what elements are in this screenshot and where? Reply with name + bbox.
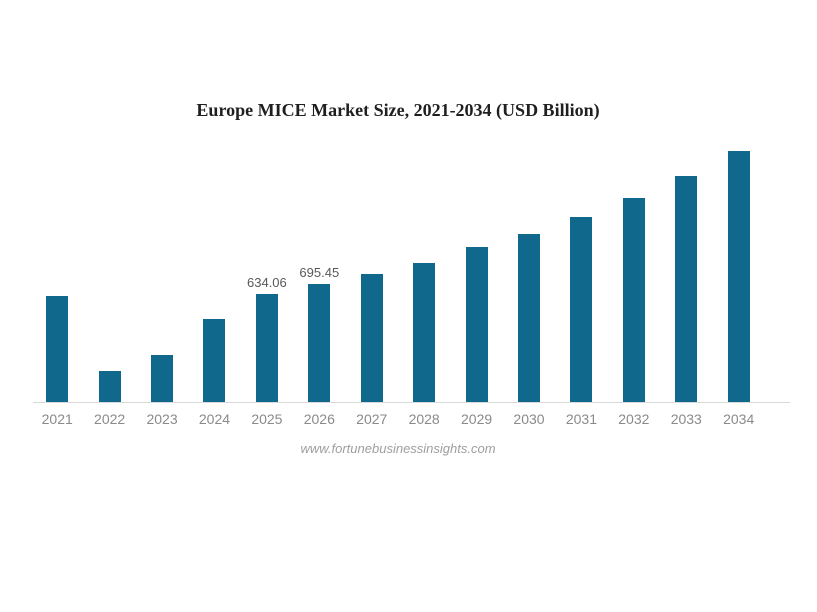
- data-label-2025: 634.06: [247, 275, 287, 291]
- bar-slot-2029: [450, 140, 502, 402]
- data-label-2026: 695.45: [299, 264, 340, 280]
- bar-2028: [413, 262, 436, 402]
- x-tick-2021: 2021: [41, 411, 73, 427]
- x-tick-2034: 2034: [723, 411, 755, 427]
- x-tick-2028: 2028: [408, 411, 440, 427]
- bar-slot-2022: [83, 140, 135, 402]
- x-tick-2022: 2022: [94, 411, 126, 427]
- bar-slot-2031: [555, 140, 607, 402]
- x-axis-line: [33, 402, 790, 403]
- bar-2024: [203, 318, 226, 402]
- x-tick-2026: 2026: [303, 411, 335, 427]
- bar-2030: [518, 233, 540, 402]
- chart-title: Europe MICE Market Size, 2021-2034 (USD …: [196, 100, 600, 120]
- bar-2034: [727, 151, 750, 402]
- bar-2023: [151, 355, 174, 402]
- x-tick-2029: 2029: [461, 411, 493, 427]
- bar-2027: [360, 273, 383, 402]
- bar-2021: [46, 295, 69, 402]
- bar-slot-2021: [31, 140, 83, 402]
- bar-2025: [255, 294, 278, 402]
- bar-2029: [465, 247, 488, 402]
- bar-slot-2030: [503, 140, 555, 402]
- x-tick-2033: 2033: [670, 411, 702, 427]
- bar-2026: [308, 283, 331, 402]
- x-tick-2032: 2032: [618, 411, 650, 427]
- bar-2031: [570, 216, 593, 402]
- bar-slot-2027: [346, 140, 398, 402]
- x-tick-2024: 2024: [198, 411, 231, 427]
- bar-slot-2023: [136, 140, 188, 402]
- bar-2033: [675, 175, 698, 402]
- x-tick-2030: 2030: [513, 411, 545, 427]
- bars-row: 634.06 695.45: [31, 140, 765, 402]
- bar-slot-2032: [608, 140, 660, 402]
- bar-slot-2024: [188, 140, 240, 402]
- bar-slot-2026: 695.45: [293, 140, 345, 402]
- bar-slot-2025: 634.06: [241, 140, 293, 402]
- bar-slot-2028: [398, 140, 450, 402]
- x-tick-2025: 2025: [251, 411, 283, 427]
- x-tick-2031: 2031: [565, 411, 597, 427]
- bar-slot-2034: [712, 140, 764, 402]
- source-watermark: www.fortunebusinessinsights.com: [300, 441, 496, 456]
- bar-2032: [622, 197, 645, 402]
- x-axis-ticks: 2021 2022 2023 2024 2025 2026 2027 2028 2029 2030…: [31, 411, 765, 428]
- bar-slot-2033: [660, 140, 712, 402]
- bar-2022: [98, 371, 121, 402]
- x-tick-2027: 2027: [356, 411, 388, 427]
- x-tick-2023: 2023: [146, 411, 178, 427]
